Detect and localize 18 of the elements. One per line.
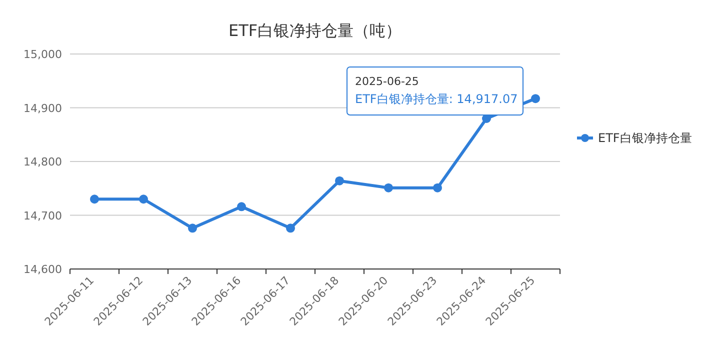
point [433,183,442,192]
point [335,176,344,186]
point [286,224,295,233]
y-tick-label: 14,900 [24,102,62,115]
y-tick-label: 14,800 [24,156,62,168]
point [139,194,148,204]
point [188,224,197,233]
y-tick-label: 14,700 [24,209,62,222]
point [384,183,393,192]
chart-title: ETF白银净持仓量（吨） [228,21,402,40]
point [237,202,246,212]
annotation: ETF白银净持仓量: 14,917.07 [355,92,518,106]
point [531,94,540,104]
y-tick-label: 15,000 [24,48,62,61]
legend-label: ETF白银净持仓量 [598,131,692,145]
point [90,194,99,204]
y-tick-label: 14,600 [24,263,62,276]
annotation: 2025-06-25 [355,75,419,88]
